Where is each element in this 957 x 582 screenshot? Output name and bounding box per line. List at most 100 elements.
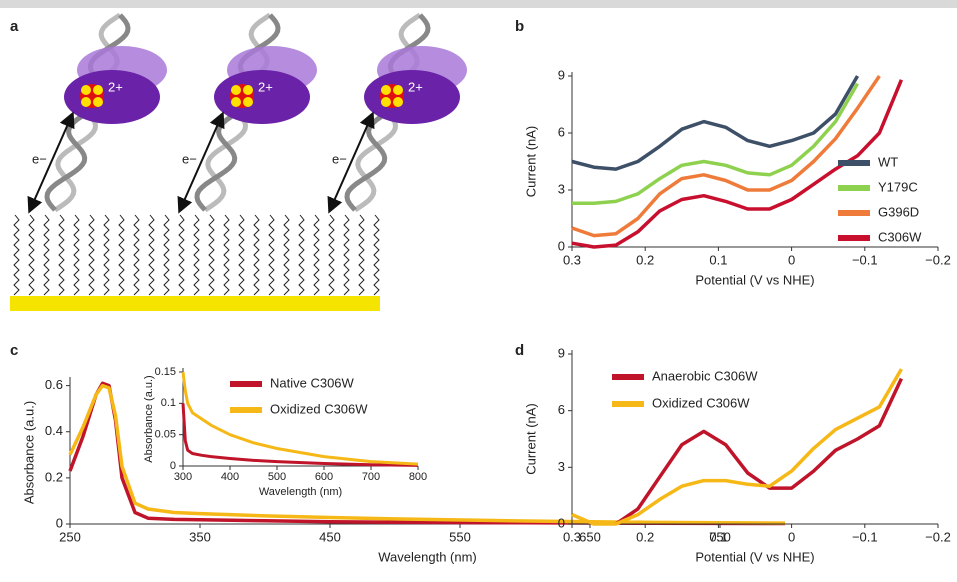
- x-tick-label: 650: [579, 529, 601, 544]
- x-tick-label: 350: [189, 529, 211, 544]
- series-line: [614, 377, 903, 526]
- y-tick-label: 3: [558, 181, 565, 196]
- y-tick-label: 9: [558, 67, 565, 82]
- x-tick-label: 0.1: [709, 529, 727, 544]
- cluster-atom: [381, 97, 391, 107]
- alkyl-chain: [238, 214, 245, 296]
- alkyl-chain: [163, 214, 170, 296]
- x-tick-label: 400: [221, 471, 239, 483]
- x-tick-label: 600: [315, 471, 333, 483]
- alkyl-chain: [88, 214, 95, 296]
- cluster-atom: [231, 97, 241, 107]
- electron-arrow: [177, 111, 225, 214]
- alkyl-chain: [313, 214, 320, 296]
- y-tick-label: 9: [558, 345, 565, 360]
- cluster-atom: [243, 97, 253, 107]
- series-line: [181, 403, 419, 467]
- top-bar: [0, 0, 957, 8]
- panel-label: c: [10, 342, 18, 359]
- alkyl-chain: [43, 214, 50, 296]
- x-axis-label: Wavelength (nm): [378, 549, 477, 564]
- alkyl-chain: [148, 214, 155, 296]
- y-tick-label: 0: [558, 515, 565, 530]
- alkyl-chain: [358, 214, 365, 296]
- series-line: [68, 383, 786, 525]
- electron-arrow: [27, 111, 75, 214]
- cluster-atom: [81, 97, 91, 107]
- y-tick-label: 0: [170, 460, 176, 472]
- y-tick-label: 0.6: [45, 377, 63, 392]
- y-tick-label: 3: [558, 459, 565, 474]
- x-tick-label: −0.1: [852, 529, 878, 544]
- x-tick-label: 0.3: [563, 529, 581, 544]
- x-tick-label: 0: [788, 252, 795, 267]
- legend-label: G396D: [878, 204, 919, 219]
- protein-body: [214, 70, 310, 124]
- alkyl-chain: [268, 214, 275, 296]
- x-tick-label: −0.2: [925, 252, 951, 267]
- panel-label: b: [515, 18, 524, 35]
- legend-label: C306W: [878, 229, 922, 244]
- electron-label: e−: [332, 151, 347, 166]
- y-axis-label: Absorbance (a.u.): [143, 375, 155, 462]
- x-tick-label: 0.2: [636, 529, 654, 544]
- x-tick-label: 500: [268, 471, 286, 483]
- legend-label: WT: [878, 154, 898, 169]
- cluster-atom: [231, 85, 241, 95]
- alkyl-chain: [118, 214, 125, 296]
- alkyl-chain: [193, 214, 200, 296]
- y-axis-label: Absorbance (a.u.): [21, 401, 36, 504]
- alkyl-chain: [178, 214, 185, 296]
- cluster-atom: [393, 85, 403, 95]
- x-tick-label: 300: [174, 471, 192, 483]
- y-tick-label: 6: [558, 402, 565, 417]
- x-tick-label: 800: [409, 471, 427, 483]
- alkyl-chain: [328, 214, 335, 296]
- y-tick-label: 0: [558, 238, 565, 253]
- series-line: [181, 371, 419, 466]
- gold-electrode: [10, 296, 380, 311]
- x-axis-label: Wavelength (nm): [259, 486, 342, 498]
- cluster-atom: [93, 97, 103, 107]
- cluster-atom: [81, 85, 91, 95]
- charge-label: 2+: [258, 79, 273, 94]
- x-axis-label: Potential (V vs NHE): [695, 549, 814, 564]
- alkyl-chain: [133, 214, 140, 296]
- protein-body: [64, 70, 160, 124]
- y-axis-label: Current (nA): [523, 403, 538, 475]
- charge-label: 2+: [108, 79, 123, 94]
- y-tick-label: 0.2: [45, 469, 63, 484]
- x-axis-label: Potential (V vs NHE): [695, 272, 814, 287]
- x-tick-label: 750: [709, 529, 731, 544]
- x-tick-label: −0.1: [852, 252, 878, 267]
- series-line: [571, 75, 860, 171]
- cluster-atom: [93, 85, 103, 95]
- x-tick-label: 700: [362, 471, 380, 483]
- y-tick-label: 6: [558, 124, 565, 139]
- y-tick-label: 0.4: [45, 423, 63, 438]
- x-tick-label: 0: [788, 529, 795, 544]
- legend-label: Y179C: [878, 179, 918, 194]
- legend-label: Native C306W: [270, 375, 355, 390]
- cluster-atom: [381, 85, 391, 95]
- alkyl-chain: [283, 214, 290, 296]
- legend-label: Oxidized C306W: [652, 395, 750, 410]
- y-axis-label: Current (nA): [523, 126, 538, 198]
- alkyl-chain: [253, 214, 260, 296]
- x-tick-label: 0.2: [636, 252, 654, 267]
- protein-body: [364, 70, 460, 124]
- alkyl-chain: [28, 214, 35, 296]
- panel-label: a: [10, 18, 19, 35]
- alkyl-chain: [298, 214, 305, 296]
- electron-label: e−: [182, 151, 197, 166]
- alkyl-chain: [343, 214, 350, 296]
- y-tick-label: 0.1: [161, 397, 176, 409]
- series-line: [572, 82, 860, 206]
- alkyl-chain: [103, 214, 110, 296]
- charge-label: 2+: [408, 79, 423, 94]
- x-tick-label: 450: [319, 529, 341, 544]
- y-tick-label: 0.15: [155, 366, 176, 378]
- x-tick-label: 0.3: [563, 252, 581, 267]
- cluster-atom: [393, 97, 403, 107]
